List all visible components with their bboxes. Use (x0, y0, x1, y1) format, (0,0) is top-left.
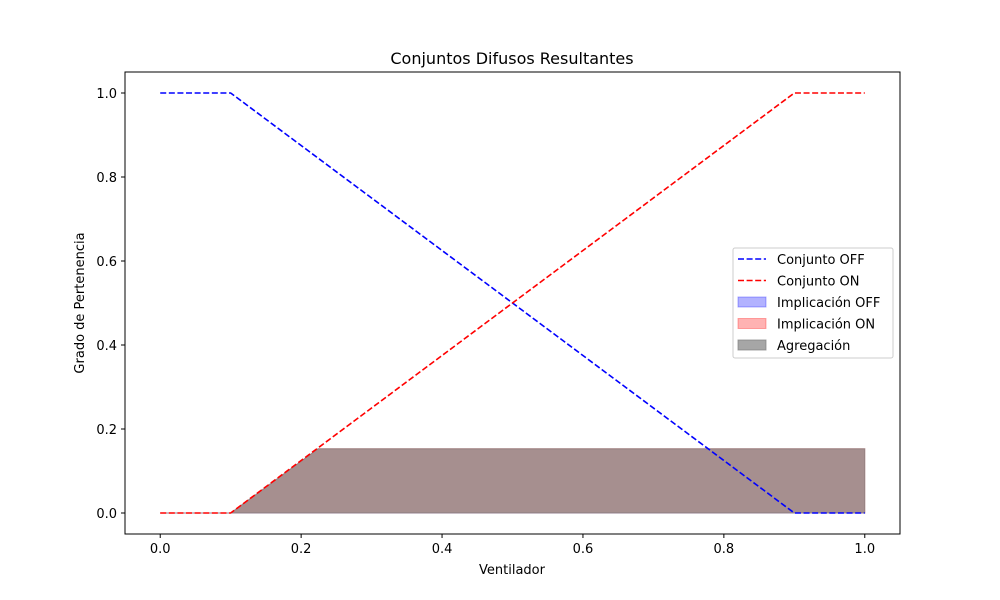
y-tick-label: 0.8 (96, 171, 117, 186)
x-tick-label: 0.4 (432, 542, 453, 557)
y-tick-label: 0.0 (96, 507, 117, 522)
x-tick-label: 0.6 (573, 542, 594, 557)
legend-swatch-agregaci-n (737, 339, 767, 351)
x-tick-label: 0.8 (714, 542, 735, 557)
x-tick-label: 0.2 (291, 542, 312, 557)
legend: Conjunto OFF Conjunto ON Implicación OFF Im… (732, 247, 894, 359)
legend-label-implicaci-n-on: Implicación ON (777, 318, 875, 333)
legend-label-agregaci-n: Agregación (777, 339, 850, 354)
x-axis-label: Ventilador (479, 563, 546, 578)
y-tick-label: 0.2 (96, 423, 117, 438)
legend-label-conjunto-on: Conjunto ON (777, 275, 860, 290)
y-tick-label: 0.4 (96, 339, 117, 354)
y-tick-label: 0.6 (96, 255, 117, 270)
legend-frame (732, 247, 894, 359)
x-tick-label: 1.0 (854, 542, 875, 557)
legend-label-conjunto-off: Conjunto OFF (777, 253, 865, 268)
y-tick-label: 1.0 (96, 87, 117, 102)
y-axis-label: Grado de Pertenencia (73, 232, 88, 373)
legend-label-implicaci-n-off: Implicación OFF (777, 296, 880, 311)
fill-agregaci-n (160, 448, 866, 514)
series-line-conjunto-on (160, 92, 865, 514)
x-tick-label: 0.0 (150, 542, 171, 557)
plot-area-frame (124, 71, 901, 535)
legend-swatch-implicaci-n-on (737, 318, 767, 329)
chart-title: Conjuntos Difusos Resultantes (390, 49, 633, 68)
legend-swatch-implicaci-n-off (737, 296, 767, 308)
